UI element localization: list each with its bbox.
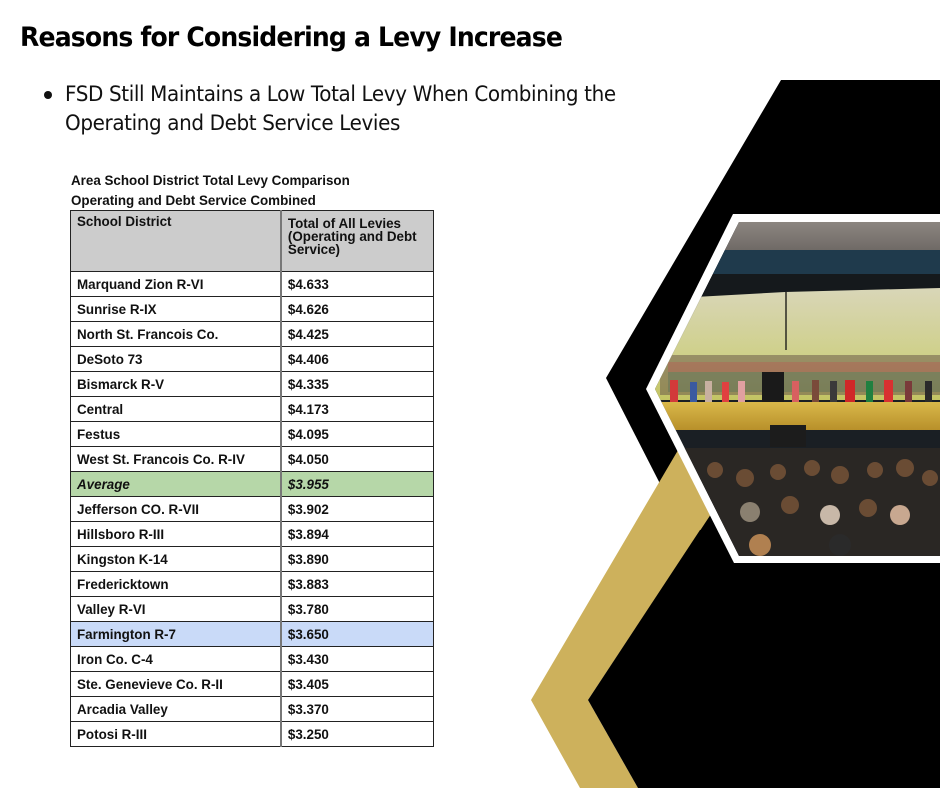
table-body: Marquand Zion R-VI $4.633 Sunrise R-IX $4.6… [69,271,434,747]
district-name-cell: Festus [69,421,282,447]
table-row: Bismarck R-V $4.335 [69,371,434,397]
levy-value-cell: $3.883 [280,571,434,597]
district-name-cell: Central [69,396,282,422]
district-name-cell: Farmington R-7 [69,621,282,647]
district-name-cell: West St. Francois Co. R-IV [69,446,282,472]
district-name-cell: Fredericktown [69,571,282,597]
district-name-cell: Iron Co. C-4 [69,646,282,672]
table-row: Festus $4.095 [69,421,434,447]
hexagon-frame [646,214,940,563]
levy-value-cell: $3.250 [280,721,434,747]
table-row: Marquand Zion R-VI $4.633 [69,271,434,297]
district-name-cell: Hillsboro R-III [69,521,282,547]
table-row-average: Average $3.955 [69,471,434,497]
district-name-cell: North St. Francois Co. [69,321,282,347]
levy-value-cell: $3.780 [280,596,434,622]
levy-value-cell: $4.173 [280,396,434,422]
levy-value-cell: $3.955 [280,471,434,497]
levy-value-cell: $3.430 [280,646,434,672]
levy-value-cell: $3.894 [280,521,434,547]
district-name-cell: Marquand Zion R-VI [69,271,282,297]
district-name-cell: Potosi R-III [69,721,282,747]
levy-value-cell: $4.335 [280,371,434,397]
table-row: Jefferson CO. R-VII $3.902 [69,496,434,522]
table-row: Fredericktown $3.883 [69,571,434,597]
table-row: Sunrise R-IX $4.626 [69,296,434,322]
table-row: Arcadia Valley $3.370 [69,696,434,722]
table-row: DeSoto 73 $4.406 [69,346,434,372]
table-caption: Area School District Total Levy Comparis… [71,171,350,211]
header-school-district: School District [69,210,282,272]
levy-value-cell: $3.902 [280,496,434,522]
levy-value-cell: $3.370 [280,696,434,722]
district-name-cell: Jefferson CO. R-VII [69,496,282,522]
levy-value-cell: $3.405 [280,671,434,697]
levy-value-cell: $3.890 [280,546,434,572]
table-row: Potosi R-III $3.250 [69,721,434,747]
table-caption-line1: Area School District Total Levy Comparis… [71,173,350,188]
table-row: Iron Co. C-4 $3.430 [69,646,434,672]
district-name-cell: Valley R-VI [69,596,282,622]
district-name-cell: Average [69,471,282,497]
slide-title: Reasons for Considering a Levy Increase [20,22,563,53]
levy-value-cell: $4.626 [280,296,434,322]
levy-value-cell: $3.650 [280,621,434,647]
table-row-farmington: Farmington R-7 $3.650 [69,621,434,647]
black-chevron-upper [606,80,940,562]
black-chevron-lower [588,530,940,788]
levy-value-cell: $4.406 [280,346,434,372]
table-row: Valley R-VI $3.780 [69,596,434,622]
levy-value-cell: $4.633 [280,271,434,297]
table-row: Hillsboro R-III $3.894 [69,521,434,547]
table-row: Central $4.173 [69,396,434,422]
table-header-row: School District Total of All Levies (Ope… [69,210,434,272]
district-name-cell: Bismarck R-V [69,371,282,397]
bullet-dot-icon [44,91,52,99]
district-name-cell: Ste. Genevieve Co. R-II [69,671,282,697]
levy-comparison-table: School District Total of All Levies (Ope… [69,210,434,747]
table-caption-line2: Operating and Debt Service Combined [71,193,316,208]
levy-value-cell: $4.425 [280,321,434,347]
levy-value-cell: $4.050 [280,446,434,472]
levy-value-cell: $4.095 [280,421,434,447]
table-row: Ste. Genevieve Co. R-II $3.405 [69,671,434,697]
choir-concert-photo [655,222,940,556]
bullet-text: FSD Still Maintains a Low Total Levy Whe… [65,82,616,135]
district-name-cell: DeSoto 73 [69,346,282,372]
gold-chevron [531,440,760,788]
header-total-levies: Total of All Levies (Operating and Debt … [280,210,434,272]
table-row: Kingston K-14 $3.890 [69,546,434,572]
table-row: West St. Francois Co. R-IV $4.050 [69,446,434,472]
table-row: North St. Francois Co. $4.425 [69,321,434,347]
district-name-cell: Kingston K-14 [69,546,282,572]
district-name-cell: Arcadia Valley [69,696,282,722]
district-name-cell: Sunrise R-IX [69,296,282,322]
